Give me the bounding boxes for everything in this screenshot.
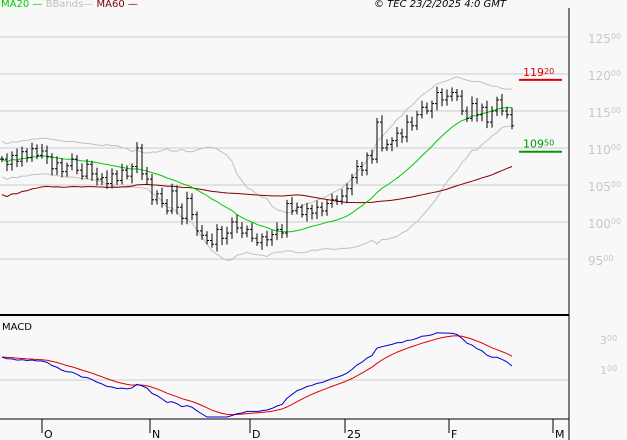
macd-title: MACD [2,322,32,333]
price-tick-label: 10000 [588,217,621,231]
legend-ma60: MA60 [96,0,125,10]
macd-tick-label: 100 [600,364,617,377]
bband-upper [1,76,512,214]
x-tick-label: M [555,428,565,440]
x-tick-label: 25 [347,428,361,440]
legend-ma20: MA20 [1,0,30,10]
macd-tick-label: 300 [600,334,617,347]
ma60-line [1,166,513,204]
price-tick-label: 11000 [588,143,621,157]
price-tick-label: 12500 [588,32,621,46]
copyright: © TEC 23/2/2025 4:0 GMT [374,0,506,10]
legend-bbands: BBands [45,0,84,10]
support-label: 10950 [523,138,554,151]
x-tick-label: F [451,428,457,440]
macd-signal-line [1,335,513,416]
price-tick-label: 9500 [588,254,613,268]
x-tick-label: N [152,428,160,440]
legend: MA20 — BBands— MA60 — [1,0,138,10]
price-tick-label: 10500 [588,180,621,194]
x-tick-label: D [252,428,260,440]
price-tick-label: 11500 [588,106,621,120]
macd-line [1,332,513,418]
resistance-label: 11920 [523,66,554,79]
x-tick-label: O [44,428,53,440]
price-tick-label: 12000 [588,69,621,83]
